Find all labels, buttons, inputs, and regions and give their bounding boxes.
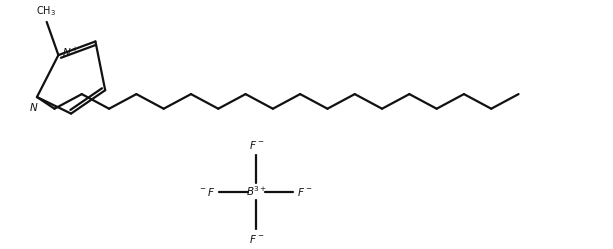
Text: $F^-$: $F^-$: [248, 139, 264, 151]
Text: $N^+$: $N^+$: [63, 46, 80, 59]
Text: $F^-$: $F^-$: [248, 233, 264, 245]
Text: $F^-$: $F^-$: [297, 186, 313, 198]
Text: $N$: $N$: [29, 101, 39, 113]
Text: $^-F$: $^-F$: [198, 186, 215, 198]
Text: CH$_3$: CH$_3$: [36, 4, 56, 18]
Text: $B^{3+}$: $B^{3+}$: [246, 185, 267, 198]
